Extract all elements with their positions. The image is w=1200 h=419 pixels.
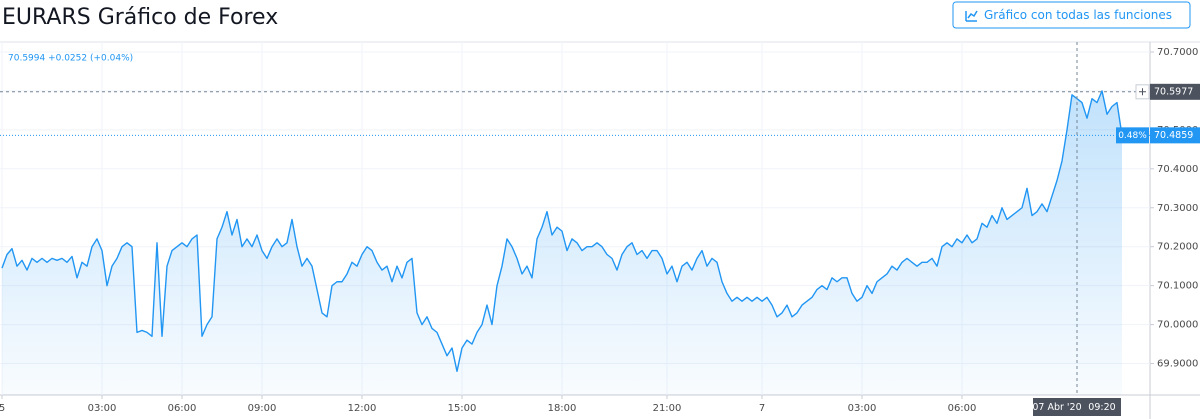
plot-area bbox=[1, 90, 1123, 395]
crosshair-date-label: 07 Abr '20 bbox=[1032, 402, 1081, 413]
overlay: 69.9000 70.0000 70.1000 70.2000 70.3000 70.40… bbox=[0, 42, 1200, 416]
y-tick-label: 70.3000 bbox=[1157, 203, 1198, 214]
full-chart-button[interactable]: Gráfico con todas las funciones bbox=[952, 1, 1191, 29]
x-tick-label: 03:00 bbox=[88, 403, 117, 414]
button-icon[interactable] bbox=[965, 10, 978, 22]
y-tick-label: 70.2000 bbox=[1157, 242, 1198, 253]
x-tick-label: 12:00 bbox=[348, 403, 377, 414]
crosshair-time-badge bbox=[1033, 398, 1121, 416]
button-frame[interactable] bbox=[952, 1, 1191, 29]
x-tick-label: 21:00 bbox=[653, 403, 682, 414]
change-label: 0.48% bbox=[1118, 131, 1147, 141]
x-tick-label: 18:00 bbox=[548, 403, 577, 414]
y-tick-label: 70.7000 bbox=[1157, 47, 1198, 58]
y-tick-label: 70.1000 bbox=[1157, 281, 1198, 292]
x-tick-label: 06:00 bbox=[168, 403, 197, 414]
change-badge bbox=[1116, 127, 1149, 144]
x-tick-label: 7 bbox=[759, 403, 765, 414]
y-tick-label: 70.4000 bbox=[1157, 164, 1198, 175]
x-tick-label: 06:00 bbox=[948, 403, 977, 414]
area-shading bbox=[2, 90, 1122, 395]
crosshair-price-label: 70.5977 bbox=[1154, 86, 1193, 97]
crosshair-time-label: 09:20 bbox=[1088, 402, 1115, 413]
x-tick-label: 15:00 bbox=[448, 403, 477, 414]
y-tick-label: 69.9000 bbox=[1157, 359, 1198, 370]
x-tick-label: 03:00 bbox=[848, 403, 877, 414]
x-tick-label: 5 bbox=[0, 403, 5, 414]
price-line bbox=[1, 90, 1123, 373]
y-tick-label: 70.0000 bbox=[1157, 320, 1198, 331]
button-label[interactable]: Gráfico con todas las funciones bbox=[984, 8, 1172, 22]
crosshair-plus bbox=[1139, 88, 1146, 96]
page-title: EURARS Gráfico de Forex bbox=[2, 5, 278, 30]
last-price-badge bbox=[1150, 127, 1200, 144]
last-price-label: 70.4859 bbox=[1154, 130, 1193, 141]
x-tick-label: 09:00 bbox=[248, 403, 277, 414]
crosshair-price-badge bbox=[1150, 83, 1200, 100]
legend-text: 70.5994 +0.0252 (+0.04%) bbox=[8, 54, 133, 64]
